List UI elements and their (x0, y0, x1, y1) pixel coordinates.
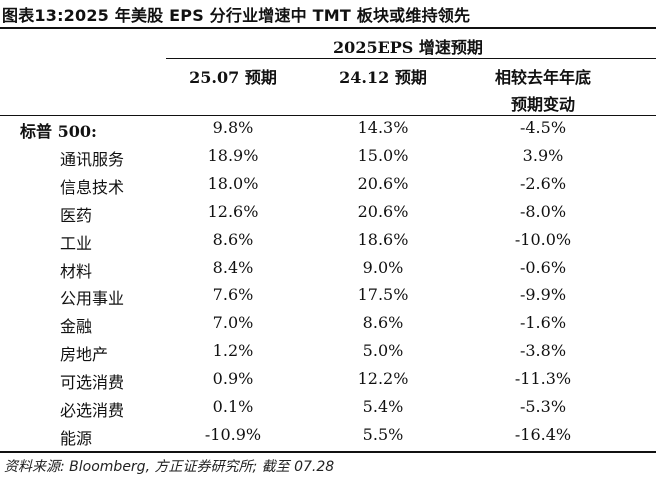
row-label: 信息技术 (60, 178, 125, 197)
cell-2507: 1.2% (212, 341, 254, 360)
bottom-rule (0, 451, 656, 453)
row-label: 金融 (60, 317, 93, 336)
cell-2412: 9.0% (362, 258, 404, 277)
cell-2412: 5.0% (362, 341, 404, 360)
figure-title: 图表13:2025 年美股 EPS 分行业增速中 TMT 板块或维持领先 (2, 6, 471, 25)
cell-change: 3.9% (522, 146, 564, 165)
row-label: 工业 (60, 234, 93, 253)
row-label: 公用事业 (60, 289, 125, 308)
cell-2412: 5.5% (362, 425, 404, 444)
header-rule (0, 115, 656, 116)
cell-2507: 8.6% (212, 230, 254, 249)
cell-2507: 18.9% (207, 146, 259, 165)
cell-2507: 12.6% (207, 202, 259, 221)
cell-2412: 20.6% (357, 174, 409, 193)
cell-change: -16.4% (514, 425, 572, 444)
row-label: 能源 (60, 429, 93, 448)
cell-2412: 18.6% (357, 230, 409, 249)
cell-2412: 14.3% (357, 118, 409, 137)
cell-change: -3.8% (519, 341, 567, 360)
group-header: 2025EPS 增速预期 (333, 38, 483, 57)
cell-change: -4.5% (519, 118, 567, 137)
cell-change: -1.6% (519, 313, 567, 332)
cell-change: -5.3% (519, 397, 567, 416)
cell-change: -9.9% (519, 285, 567, 304)
cell-2412: 20.6% (357, 202, 409, 221)
source-note: 资料来源: Bloomberg, 方正证券研究所; 截至 07.28 (4, 459, 335, 475)
cell-change: -0.6% (519, 258, 567, 277)
cell-2412: 12.2% (357, 369, 409, 388)
group-underline (166, 58, 656, 59)
col-header-change-line2: 预期变动 (510, 95, 575, 114)
row-label: 可选消费 (60, 373, 125, 392)
cell-2412: 17.5% (357, 285, 409, 304)
cell-2507: 18.0% (207, 174, 259, 193)
row-label: 必选消费 (60, 401, 125, 420)
top-rule (0, 27, 656, 29)
cell-2507: 7.0% (212, 313, 254, 332)
row-label: 材料 (60, 262, 93, 281)
cell-2507: 7.6% (212, 285, 254, 304)
cell-change: -11.3% (514, 369, 572, 388)
cell-change: -10.0% (514, 230, 572, 249)
cell-2507: -10.9% (204, 425, 262, 444)
col-header-2412: 24.12 预期 (339, 68, 427, 87)
row-label: 标普 500: (20, 122, 97, 141)
cell-2507: 0.1% (212, 397, 254, 416)
cell-change: -2.6% (519, 174, 567, 193)
col-header-change-line1: 相较去年年底 (494, 68, 591, 87)
row-label: 医药 (60, 206, 93, 225)
cell-change: -8.0% (519, 202, 567, 221)
cell-2412: 8.6% (362, 313, 404, 332)
cell-2412: 5.4% (362, 397, 404, 416)
cell-2507: 0.9% (212, 369, 254, 388)
row-label: 通讯服务 (60, 150, 125, 169)
row-label: 房地产 (60, 345, 109, 364)
cell-2412: 15.0% (357, 146, 409, 165)
cell-2507: 8.4% (212, 258, 254, 277)
cell-2507: 9.8% (212, 118, 254, 137)
col-header-2507: 25.07 预期 (189, 68, 277, 87)
